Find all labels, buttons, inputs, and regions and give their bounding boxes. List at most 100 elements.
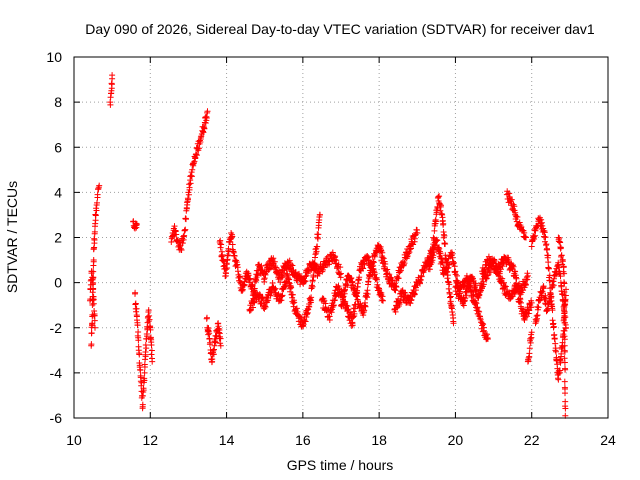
- data-point: [508, 196, 515, 203]
- data-point: [457, 288, 463, 295]
- data-point: [513, 218, 520, 225]
- data-point: [561, 302, 568, 309]
- y-tick-label: -6: [50, 410, 63, 426]
- data-point: [143, 345, 150, 352]
- data-point: [435, 244, 442, 251]
- data-point: [513, 275, 520, 282]
- data-point: [558, 244, 564, 251]
- data-point: [326, 313, 333, 320]
- data-point: [245, 272, 252, 279]
- data-point: [479, 320, 486, 327]
- data-point: [531, 236, 538, 242]
- data-point: [511, 203, 518, 210]
- data-point: [148, 347, 155, 354]
- data-point: [510, 263, 517, 270]
- data-point: [398, 267, 404, 274]
- data-point: [326, 317, 333, 323]
- data-point: [418, 273, 425, 280]
- data-point: [558, 350, 565, 357]
- data-point: [206, 330, 213, 337]
- data-point: [534, 312, 541, 319]
- data-point: [135, 329, 142, 335]
- data-point: [304, 310, 311, 317]
- data-point: [288, 261, 295, 268]
- data-point: [499, 275, 506, 282]
- data-point: [267, 292, 274, 299]
- data-point: [148, 342, 155, 348]
- gridlines: [74, 57, 608, 418]
- data-point: [450, 259, 457, 266]
- data-point: [525, 310, 532, 317]
- data-point: [353, 293, 360, 300]
- data-point: [512, 209, 519, 216]
- data-point: [348, 275, 355, 281]
- data-point: [364, 294, 371, 301]
- data-point: [94, 194, 101, 201]
- data-point: [108, 90, 115, 97]
- data-point: [497, 266, 504, 273]
- data-point: [545, 252, 552, 259]
- data-point: [555, 375, 561, 382]
- data-point: [463, 292, 470, 299]
- data-point: [194, 152, 200, 159]
- data-point: [524, 276, 531, 283]
- data-point: [201, 125, 208, 132]
- data-point: [322, 300, 329, 307]
- data-point: [432, 218, 439, 225]
- data-point: [559, 339, 566, 346]
- data-point: [310, 274, 317, 280]
- data-point: [345, 306, 352, 313]
- data-point: [183, 216, 189, 223]
- data-point: [367, 269, 374, 276]
- data-point: [205, 331, 212, 338]
- data-point: [561, 319, 568, 326]
- data-point: [136, 351, 143, 358]
- data-point: [395, 275, 402, 282]
- data-point: [212, 339, 219, 346]
- data-point: [527, 339, 534, 346]
- data-point: [139, 401, 146, 408]
- data-point: [548, 293, 555, 300]
- data-point: [441, 232, 448, 239]
- x-tick-label: 20: [448, 432, 464, 448]
- data-point: [401, 260, 408, 267]
- data-point: [90, 257, 97, 263]
- x-axis-label: GPS time / hours: [287, 457, 394, 473]
- data-point: [522, 234, 529, 241]
- data-point: [133, 222, 140, 229]
- data-point: [451, 263, 458, 270]
- data-point: [434, 237, 441, 244]
- data-point: [516, 219, 523, 226]
- data-point: [291, 299, 298, 306]
- data-point: [137, 367, 144, 374]
- data-point: [561, 292, 568, 299]
- data-point: [178, 247, 185, 253]
- data-point: [302, 278, 309, 285]
- data-point: [380, 255, 387, 262]
- data-point: [480, 321, 487, 328]
- data-point: [371, 271, 378, 278]
- data-point: [539, 288, 546, 295]
- x-tick-label: 16: [295, 432, 311, 448]
- data-point: [562, 314, 569, 321]
- data-point: [526, 350, 533, 357]
- data-point: [265, 266, 272, 273]
- data-point: [551, 335, 558, 342]
- data-point: [182, 226, 189, 233]
- data-point: [438, 202, 444, 209]
- data-point: [262, 271, 269, 278]
- data-point: [132, 300, 139, 307]
- data-point: [406, 249, 413, 256]
- data-point: [284, 270, 291, 277]
- data-point: [539, 222, 546, 229]
- data-point: [261, 278, 268, 285]
- data-point: [147, 326, 154, 333]
- data-point: [558, 252, 565, 259]
- x-tick-label: 12: [142, 432, 158, 448]
- x-tick-label: 22: [524, 432, 540, 448]
- data-point: [217, 335, 224, 342]
- data-point: [537, 297, 544, 304]
- data-point: [309, 277, 316, 284]
- data-point: [490, 259, 497, 266]
- data-point: [137, 372, 144, 379]
